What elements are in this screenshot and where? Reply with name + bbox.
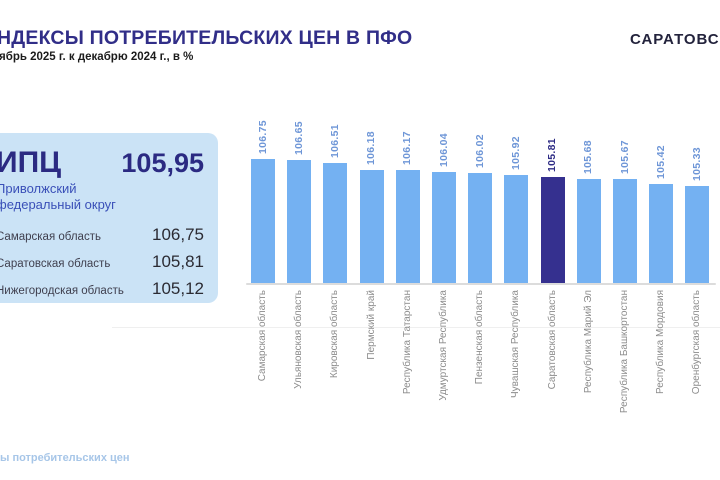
x-axis-line [246, 283, 716, 285]
bar-value-label-4: 106.17 [401, 130, 414, 165]
bar-value-label-11: 105.42 [654, 145, 667, 180]
bar-value-label-7: 105.92 [509, 135, 522, 170]
page-title: НДЕКСЫ ПОТРЕБИТЕЛЬСКИХ ЦЕН В ПФО [0, 27, 413, 49]
page-subtitle: ябрь 2025 г. к декабрю 2024 г., в % [0, 51, 194, 63]
bar-value-label-6: 106.02 [473, 133, 486, 168]
bar-category-label-0: Самарская область [257, 290, 268, 382]
region-name: Приволжский федеральный округ [0, 181, 204, 212]
bar-value-label-3: 106.18 [365, 130, 378, 165]
bar-category-label-7: Чувашская Республика [510, 290, 522, 398]
bar-value-label-10: 105.67 [618, 140, 631, 175]
bar-category-label-1: Ульяновская область [293, 290, 305, 389]
region-name-line1: Приволжский [0, 181, 77, 196]
bar-value-label-8: 105.81 [546, 137, 559, 172]
bar-value-label-12: 105.33 [690, 146, 703, 181]
bar-10 [613, 179, 637, 283]
footer-text: ы потребительских цен [0, 452, 130, 464]
brand-logo-text: САРАТОВС [630, 31, 720, 48]
bar-3 [359, 169, 384, 283]
bar-9 [576, 179, 601, 283]
bar-value-label-1: 106.65 [292, 121, 305, 156]
bar-value-label-0: 106.75 [256, 119, 269, 154]
bar-value-label-2: 106.51 [328, 124, 341, 159]
bar-12 [685, 185, 710, 283]
bar-category-label-12: Оренбургская область [691, 290, 703, 395]
summary-panel: ИПЦ 105,95 Приволжский федеральный округ… [0, 133, 218, 303]
bar-11 [649, 184, 674, 283]
summary-panel-rows: Самарская область 106,75 Саратовская обл… [0, 225, 204, 299]
bar-5 [432, 172, 456, 283]
bar-value-label-5: 106.04 [437, 133, 450, 168]
bar-8 [540, 176, 565, 283]
bar-7 [504, 174, 529, 283]
bar-category-label-9: Республика Марий Эл [582, 290, 594, 394]
bar-category-label-2: Кировская область [329, 290, 341, 379]
bar-category-label-6: Пензенская область [474, 290, 486, 385]
bar-2 [323, 163, 348, 283]
bar-6 [468, 172, 493, 283]
bar-category-label-8: Саратовская область [546, 290, 558, 390]
bar-category-label-3: Пермский край [365, 290, 377, 360]
ipc-value: 105,95 [121, 148, 204, 178]
summary-row-value: 105,12 [152, 279, 204, 298]
summary-row-label: Самарская область [0, 231, 101, 243]
bar-category-label-10: Республика Башкортостан [619, 290, 630, 414]
summary-row-saratov: Саратовская область 105,81 [0, 252, 204, 272]
summary-row-value: 106,75 [152, 225, 204, 244]
bar-category-label-11: Республика Мордовия [655, 290, 667, 394]
summary-row-label: Саратовская область [0, 258, 111, 270]
divider-line [112, 327, 720, 328]
region-name-line2: федеральный округ [0, 196, 116, 212]
bar-1 [287, 160, 312, 283]
summary-row-nizhny: Нижегородская область 105,12 [0, 279, 204, 299]
bar-4 [395, 169, 420, 283]
ipc-label: ИПЦ [0, 146, 62, 179]
bar-value-label-9: 105.68 [582, 140, 595, 175]
bar-category-label-5: Удмуртская Республика [438, 290, 449, 401]
summary-panel-header: ИПЦ 105,95 [0, 146, 204, 179]
bar-0 [251, 158, 275, 283]
summary-row-value: 105,81 [152, 252, 204, 271]
summary-row-label: Нижегородская область [0, 285, 124, 297]
summary-row-samara: Самарская область 106,75 [0, 225, 204, 245]
bar-category-label-4: Республика Татарстан [401, 290, 413, 395]
